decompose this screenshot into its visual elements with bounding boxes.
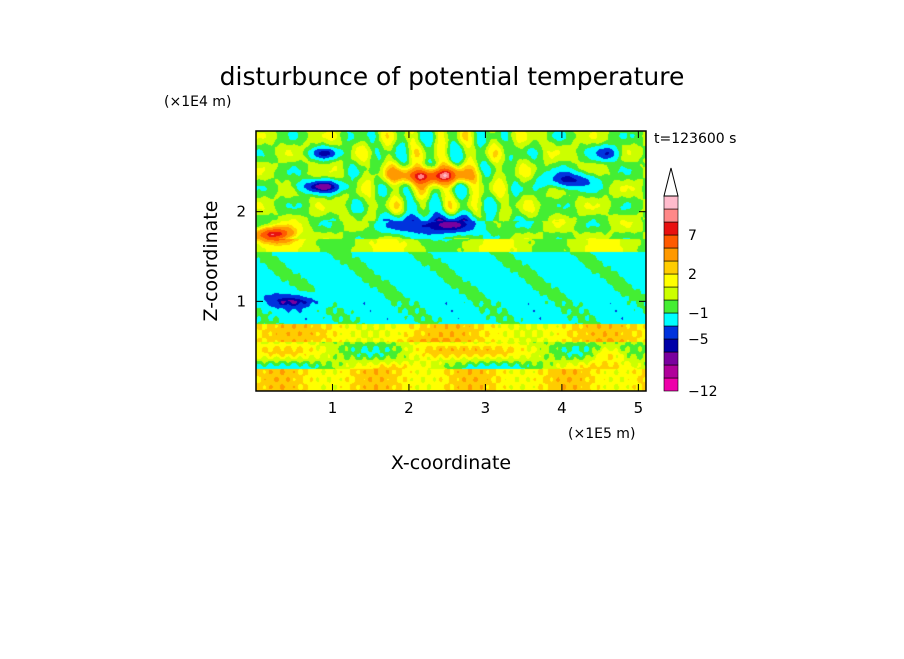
colorbar-segment-3 <box>663 338 679 353</box>
colorbar-segment-7 <box>663 286 679 301</box>
contour-field <box>256 131 646 391</box>
y-tick-label-0: 1 <box>236 292 246 310</box>
colorbar-segment-5 <box>663 312 679 327</box>
y-axis-label: Z-coordinate <box>200 201 222 322</box>
colorbar-label-3: 2 <box>688 267 697 283</box>
time-label: t=123600 s <box>654 131 736 147</box>
plot-frame <box>255 130 647 392</box>
x-tick-label-2: 3 <box>481 399 491 417</box>
x-tick-label-3: 4 <box>557 399 567 417</box>
colorbar-segment-14 <box>663 195 679 210</box>
colorbar-label-4: 7 <box>688 228 697 244</box>
x-tick-label-4: 5 <box>634 399 644 417</box>
x-unit-label: (×1E5 m) <box>568 426 635 442</box>
colorbar-label-0: −12 <box>688 384 718 400</box>
x-ticks: 1 2 3 4 5 <box>328 131 643 417</box>
colorbar-segment-10 <box>663 247 679 262</box>
colorbar-over-arrow <box>663 167 679 197</box>
x-tick-label-0: 1 <box>328 399 338 417</box>
colorbar-segment-8 <box>663 273 679 288</box>
y-ticks: 12 <box>236 203 646 310</box>
x-tick-label-1: 2 <box>404 399 414 417</box>
colorbar-segment-0 <box>663 377 679 392</box>
y-tick-label-1: 2 <box>236 203 246 221</box>
colorbar-segment-2 <box>663 351 679 366</box>
chart-title: disturbunce of potential temperature <box>220 62 685 91</box>
colorbar-segment-4 <box>663 325 679 340</box>
colorbar-segment-12 <box>663 221 679 236</box>
colorbar-label-2: −1 <box>688 306 709 322</box>
colorbar-segment-11 <box>663 234 679 249</box>
y-unit-label: (×1E4 m) <box>164 94 231 110</box>
colorbar-label-1: −5 <box>688 332 709 348</box>
colorbar-segment-6 <box>663 299 679 314</box>
colorbar-segment-13 <box>663 208 679 223</box>
colorbar: −12−5−127 <box>663 167 718 400</box>
colorbar-segment-1 <box>663 364 679 379</box>
colorbar-segment-9 <box>663 260 679 275</box>
x-axis-label: X-coordinate <box>391 452 511 474</box>
